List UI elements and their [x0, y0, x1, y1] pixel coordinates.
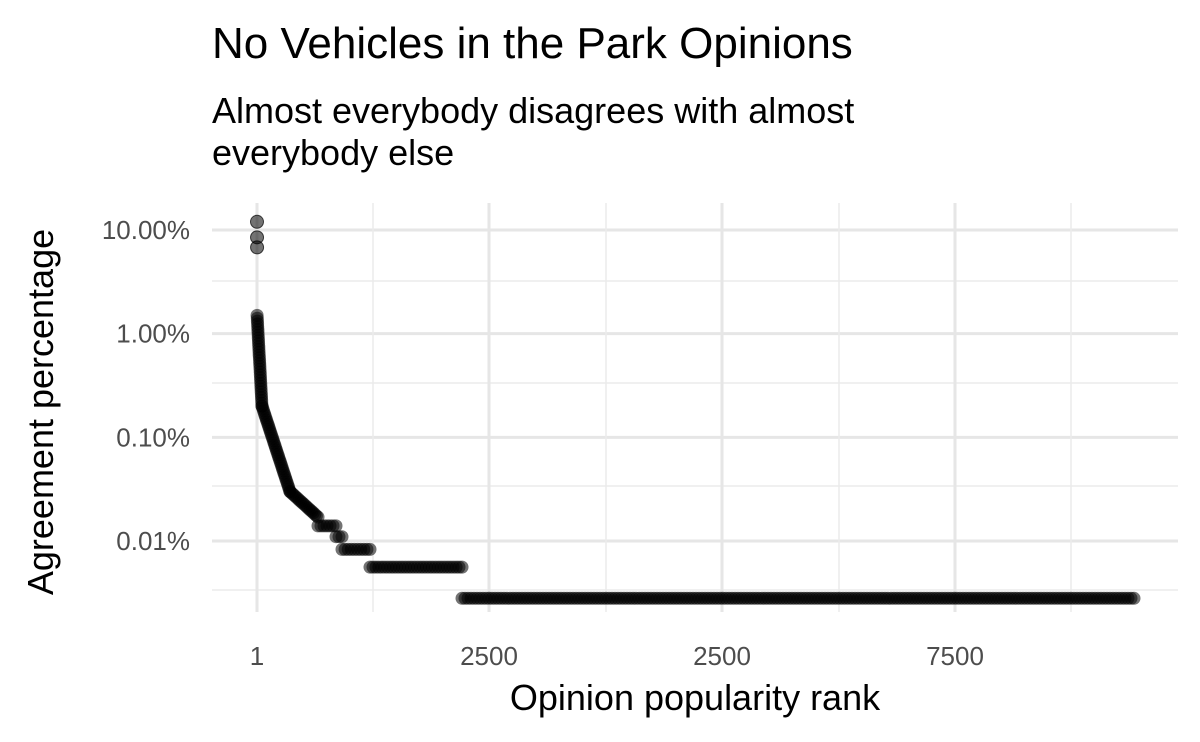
subtitle-line-1: Almost everybody disagrees with almost	[212, 90, 855, 131]
x-tick-label: 1	[250, 641, 264, 671]
data-point	[250, 214, 264, 229]
data-point	[363, 542, 377, 556]
y-axis-title: Agreement percentage	[20, 229, 61, 595]
x-tick-label: 2500	[693, 641, 751, 671]
y-axis-ticks: 10.00% 1.00% 0.10% 0.01%	[102, 215, 190, 556]
subtitle-line-2: everybody else	[212, 132, 455, 173]
data-point	[250, 240, 265, 255]
x-tick-label: 7500	[926, 641, 984, 671]
data-point	[1127, 591, 1141, 605]
data-point	[455, 560, 469, 574]
y-tick-label: 1.00%	[116, 319, 190, 349]
data-points	[250, 214, 1141, 605]
y-tick-label: 0.01%	[116, 526, 190, 556]
x-axis-ticks: 1 2500 2500 7500	[250, 641, 984, 671]
y-tick-label: 10.00%	[102, 215, 190, 245]
chart-subtitle: Almost everybody disagrees with almost e…	[212, 90, 1112, 174]
y-tick-label: 0.10%	[116, 422, 190, 452]
data-point	[329, 519, 343, 533]
x-tick-label: 2500	[460, 641, 518, 671]
chart-title: No Vehicles in the Park Opinions	[212, 19, 853, 68]
x-axis-title: Opinion popularity rank	[510, 677, 881, 718]
data-point	[335, 530, 349, 544]
grid-lines	[212, 203, 1178, 612]
